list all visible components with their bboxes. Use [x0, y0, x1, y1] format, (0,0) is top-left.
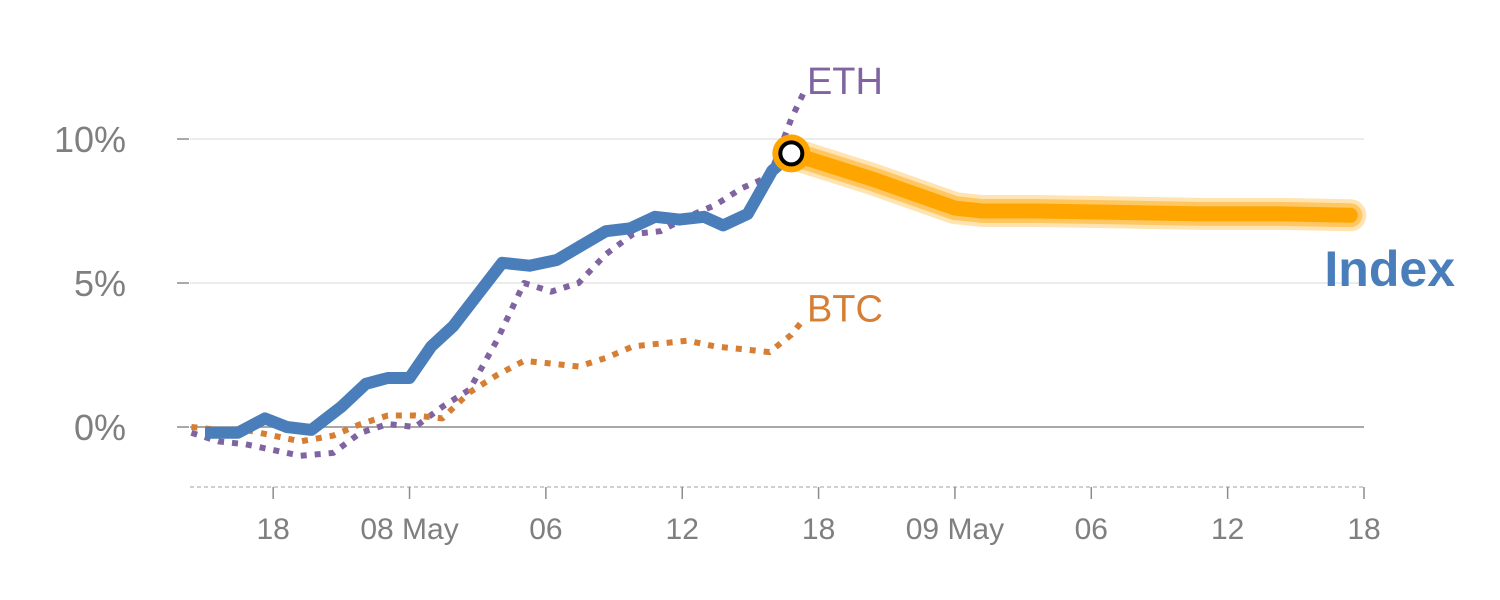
highlight-marker-point: [778, 140, 805, 167]
grid-layer: [190, 138, 1364, 428]
y-tick-label-2: 10%: [54, 119, 126, 160]
y-tick-label-0: 0%: [74, 407, 126, 448]
series-layer: [190, 88, 1367, 459]
label-layer: Index ETH BTC: [807, 61, 1455, 331]
x-tick-label-0: 18: [256, 513, 289, 546]
index-projection-line: [783, 145, 1358, 223]
x-tick-label-8: 18: [1347, 513, 1380, 546]
x-tick-label-7: 12: [1211, 513, 1244, 546]
x-tick-label-5: 09 May: [906, 513, 1004, 546]
btc-series-line: [191, 315, 808, 445]
eth-series-line: [190, 88, 808, 459]
x-tick-label-2: 06: [529, 513, 562, 546]
x-tick-label-1: 08 May: [360, 513, 458, 546]
axis-layer: 0% 5% 10% 18 08 May 06 12 18 09 May 06 12 18: [54, 119, 1381, 546]
x-tick-label-4: 18: [802, 513, 835, 546]
index-label: Index: [1324, 241, 1455, 297]
x-tick-label-6: 06: [1075, 513, 1108, 546]
eth-label: ETH: [807, 61, 883, 103]
y-tick-label-1: 5%: [74, 263, 126, 304]
index-series-line: [205, 148, 796, 439]
x-tick-label-3: 12: [666, 513, 699, 546]
btc-label: BTC: [807, 289, 883, 331]
